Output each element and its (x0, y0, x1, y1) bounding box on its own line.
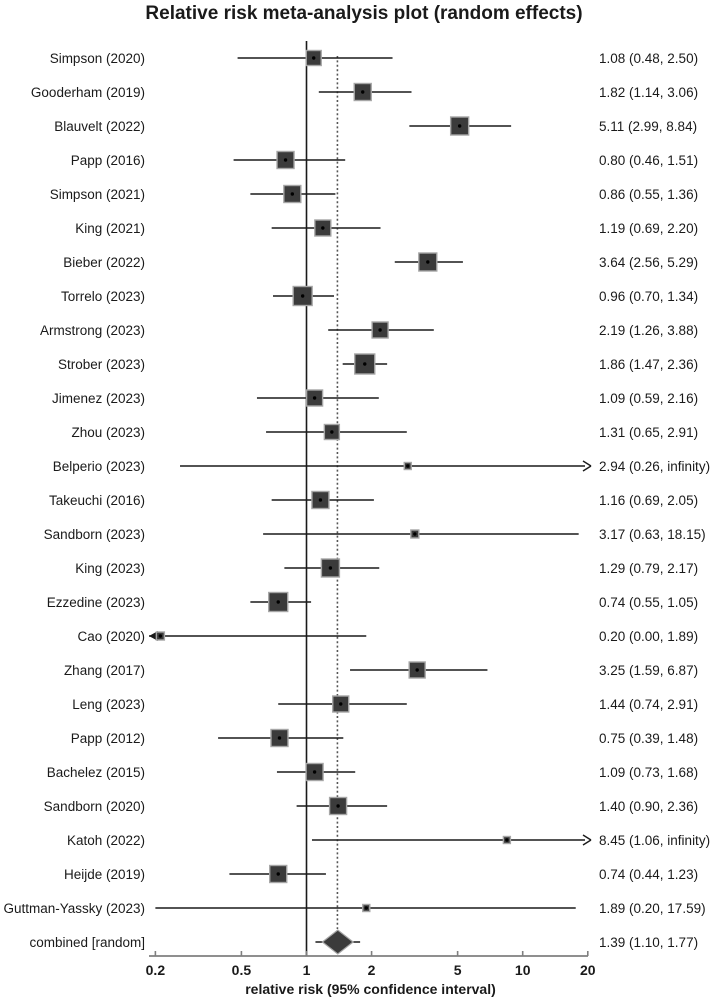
estimate-ci-text: 8.45 (1.06, infinity) (599, 833, 710, 848)
marker-center-dot (328, 566, 333, 570)
estimate-ci-text: 1.44 (0.74, 2.91) (599, 697, 698, 712)
estimate-ci-text: 0.96 (0.70, 1.34) (599, 289, 698, 304)
marker-center-dot (426, 260, 430, 264)
study-label: Ezzedine (2023) (47, 595, 145, 610)
estimate-ci-text: 0.74 (0.55, 1.05) (599, 595, 698, 610)
study-label: Zhou (2023) (71, 425, 145, 440)
estimate-ci-text: 1.16 (0.69, 2.05) (599, 493, 698, 508)
estimate-ci-text: 1.89 (0.20, 17.59) (599, 901, 706, 916)
study-label: Simpson (2020) (50, 51, 145, 66)
estimate-ci-text: 1.09 (0.59, 2.16) (599, 391, 698, 406)
marker-center-dot (406, 464, 410, 468)
study-label: Torrelo (2023) (61, 289, 145, 304)
estimate-ci-text: 1.40 (0.90, 2.36) (599, 799, 698, 814)
estimate-ci-text: 1.82 (1.14, 3.06) (599, 85, 698, 100)
pooled-label: combined [random] (29, 935, 145, 950)
marker-center-dot (505, 838, 509, 842)
study-label: Gooderham (2019) (31, 85, 145, 100)
marker-center-dot (300, 294, 305, 298)
marker-center-dot (312, 770, 317, 774)
study-label: Papp (2012) (71, 731, 145, 746)
x-axis-tick-label: 2 (368, 962, 376, 978)
marker-center-dot (158, 634, 163, 638)
study-label: King (2021) (75, 221, 145, 236)
estimate-ci-text: 2.19 (1.26, 3.88) (599, 323, 698, 338)
marker-center-dot (290, 192, 295, 196)
estimate-ci-text: 2.94 (0.26, infinity) (599, 459, 710, 474)
marker-center-dot (364, 906, 368, 910)
estimate-ci-text: 1.08 (0.48, 2.50) (599, 51, 698, 66)
study-label: Strober (2023) (58, 357, 145, 372)
study-label: Bieber (2022) (63, 255, 145, 270)
marker-center-dot (363, 362, 367, 366)
estimate-ci-text: 1.29 (0.79, 2.17) (599, 561, 698, 576)
estimate-ci-text: 0.74 (0.44, 1.23) (599, 867, 698, 882)
study-label: Jimenez (2023) (52, 391, 145, 406)
study-label: King (2023) (75, 561, 145, 576)
study-label: Papp (2016) (71, 153, 145, 168)
study-label: Armstrong (2023) (40, 323, 145, 338)
study-label: Katoh (2022) (67, 833, 145, 848)
study-label: Sandborn (2023) (44, 527, 145, 542)
marker-center-dot (312, 396, 317, 400)
estimate-ci-text: 0.86 (0.55, 1.36) (599, 187, 698, 202)
marker-center-dot (312, 56, 316, 60)
study-label: Cao (2020) (77, 629, 145, 644)
marker-center-dot (415, 668, 419, 672)
marker-center-dot (413, 532, 417, 536)
pooled-diamond-marker (321, 929, 355, 955)
right-arrow-icon (582, 839, 592, 846)
study-label: Simpson (2021) (50, 187, 145, 202)
marker-center-dot (321, 226, 325, 230)
marker-center-dot (361, 90, 365, 94)
estimate-ci-text: 1.31 (0.65, 2.91) (599, 425, 698, 440)
estimate-ci-text: 0.20 (0.00, 1.89) (599, 629, 698, 644)
x-axis-tick-label: 1 (303, 962, 311, 978)
estimate-ci-text: 0.75 (0.39, 1.48) (599, 731, 698, 746)
marker-center-dot (336, 804, 340, 808)
study-label: Leng (2023) (72, 697, 145, 712)
x-axis-tick-label: 0.2 (146, 962, 166, 978)
estimate-ci-text: 3.25 (1.59, 6.87) (599, 663, 698, 678)
pooled-estimate-ci-text: 1.39 (1.10, 1.77) (599, 935, 698, 950)
study-label: Sandborn (2020) (44, 799, 145, 814)
x-axis-tick-label: 0.5 (232, 962, 252, 978)
marker-center-dot (276, 872, 280, 876)
study-label: Bachelez (2015) (47, 765, 145, 780)
marker-center-dot (318, 498, 323, 502)
right-arrow-icon (582, 834, 592, 841)
x-axis-tick-label: 20 (580, 962, 596, 978)
right-arrow-icon (582, 465, 592, 472)
right-arrow-icon (582, 460, 592, 467)
marker-center-dot (330, 430, 334, 434)
study-label: Belperio (2023) (53, 459, 145, 474)
x-axis-title: relative risk (95% confidence interval) (245, 981, 496, 997)
study-label: Heijde (2019) (64, 867, 145, 882)
study-label: Takeuchi (2016) (49, 493, 145, 508)
marker-center-dot (283, 158, 288, 162)
estimate-ci-text: 1.86 (1.47, 2.36) (599, 357, 698, 372)
chart-title: Relative risk meta-analysis plot (random… (145, 3, 583, 24)
estimate-ci-text: 5.11 (2.99, 8.84) (599, 119, 697, 134)
estimate-ci-text: 0.80 (0.46, 1.51) (599, 153, 698, 168)
marker-center-dot (378, 328, 382, 332)
study-label: Zhang (2017) (64, 663, 145, 678)
estimate-ci-text: 3.64 (2.56, 5.29) (599, 255, 698, 270)
marker-center-dot (339, 702, 343, 706)
estimate-ci-text: 1.09 (0.73, 1.68) (599, 765, 698, 780)
study-label: Guttman-Yassky (2023) (3, 901, 145, 916)
marker-center-dot (277, 736, 282, 740)
x-axis-tick-label: 10 (515, 962, 531, 978)
estimate-ci-text: 1.19 (0.69, 2.20) (599, 221, 698, 236)
estimate-ci-text: 3.17 (0.63, 18.15) (599, 527, 706, 542)
marker-center-dot (457, 124, 462, 128)
x-axis-tick-label: 5 (454, 962, 462, 978)
marker-center-dot (276, 600, 280, 604)
study-label: Blauvelt (2022) (54, 119, 145, 134)
